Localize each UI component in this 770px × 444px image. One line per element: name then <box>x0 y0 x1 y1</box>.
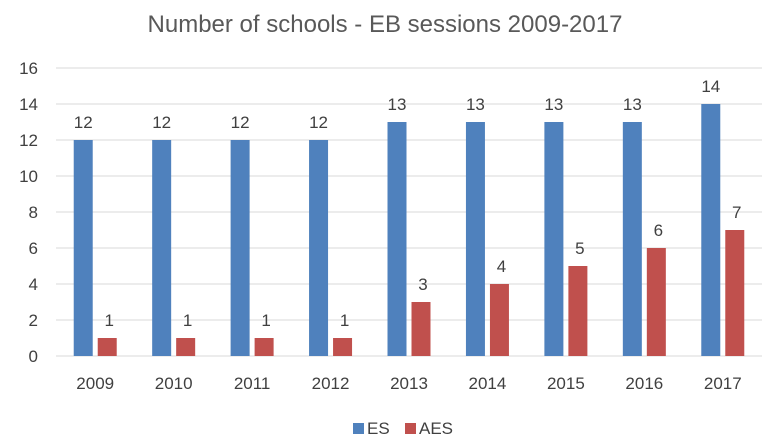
data-label-aes-2016: 6 <box>654 221 663 240</box>
x-tick-label: 2010 <box>155 374 193 393</box>
chart-title: Number of schools - EB sessions 2009-201… <box>148 11 623 38</box>
legend: ES AES <box>353 419 453 438</box>
y-tick-label: 10 <box>19 167 38 186</box>
data-label-aes-2015: 5 <box>575 239 584 258</box>
x-tick-label: 2009 <box>76 374 114 393</box>
bar-aes-2017 <box>725 230 745 356</box>
data-label-aes-2017: 7 <box>732 203 741 222</box>
bars: 12 1 12 1 12 1 12 1 13 3 13 4 13 5 13 6 14 7 <box>73 77 745 356</box>
bar-aes-2011 <box>254 338 274 356</box>
data-label-es-2011: 12 <box>231 113 250 132</box>
data-label-es-2012: 12 <box>309 113 328 132</box>
y-tick-label: 2 <box>29 311 38 330</box>
y-tick-label: 16 <box>19 59 38 78</box>
x-tick-label: 2012 <box>312 374 350 393</box>
bar-es-2014 <box>465 122 485 356</box>
data-label-aes-2012: 1 <box>340 311 349 330</box>
bar-aes-2015 <box>568 266 588 356</box>
x-tick-label: 2017 <box>704 374 742 393</box>
y-tick-label: 4 <box>29 275 38 294</box>
data-label-es-2014: 13 <box>466 95 485 114</box>
bar-es-2015 <box>544 122 564 356</box>
x-tick-label: 2016 <box>625 374 663 393</box>
data-label-es-2013: 13 <box>388 95 407 114</box>
data-label-es-2015: 13 <box>544 95 563 114</box>
data-label-aes-2011: 1 <box>261 311 270 330</box>
bar-es-2009 <box>73 140 93 356</box>
x-axis: 2009 2010 2011 2012 2013 2014 2015 2016 2017 <box>76 374 741 393</box>
bar-aes-2014 <box>489 284 509 356</box>
data-label-aes-2009: 1 <box>104 311 113 330</box>
y-tick-label: 8 <box>29 203 38 222</box>
bar-es-2010 <box>152 140 172 356</box>
data-label-aes-2010: 1 <box>183 311 192 330</box>
x-tick-label: 2013 <box>390 374 428 393</box>
y-tick-label: 6 <box>29 239 38 258</box>
bar-aes-2009 <box>97 338 117 356</box>
bar-es-2013 <box>387 122 407 356</box>
bar-es-2017 <box>701 104 721 356</box>
data-label-aes-2014: 4 <box>497 257 506 276</box>
legend-swatch-es <box>353 423 364 434</box>
bar-es-2011 <box>230 140 250 356</box>
y-tick-label: 0 <box>29 347 38 366</box>
bar-aes-2012 <box>333 338 353 356</box>
bar-aes-2013 <box>411 302 431 356</box>
bar-es-2016 <box>622 122 642 356</box>
bar-aes-2010 <box>176 338 196 356</box>
data-label-es-2017: 14 <box>701 77 720 96</box>
y-axis: 0 2 4 6 8 10 12 14 16 <box>19 59 38 366</box>
legend-label-es: ES <box>367 419 390 438</box>
data-label-es-2016: 13 <box>623 95 642 114</box>
gridlines <box>56 67 762 357</box>
x-tick-label: 2011 <box>234 374 271 393</box>
x-tick-label: 2015 <box>547 374 585 393</box>
bar-es-2012 <box>309 140 329 356</box>
legend-swatch-aes <box>405 423 416 434</box>
y-tick-label: 14 <box>19 95 38 114</box>
x-tick-label: 2014 <box>469 374 507 393</box>
legend-label-aes: AES <box>419 419 453 438</box>
data-label-es-2010: 12 <box>152 113 171 132</box>
y-tick-label: 12 <box>19 131 38 150</box>
bar-aes-2016 <box>646 248 666 356</box>
data-label-es-2009: 12 <box>74 113 93 132</box>
data-label-aes-2013: 3 <box>418 275 427 294</box>
